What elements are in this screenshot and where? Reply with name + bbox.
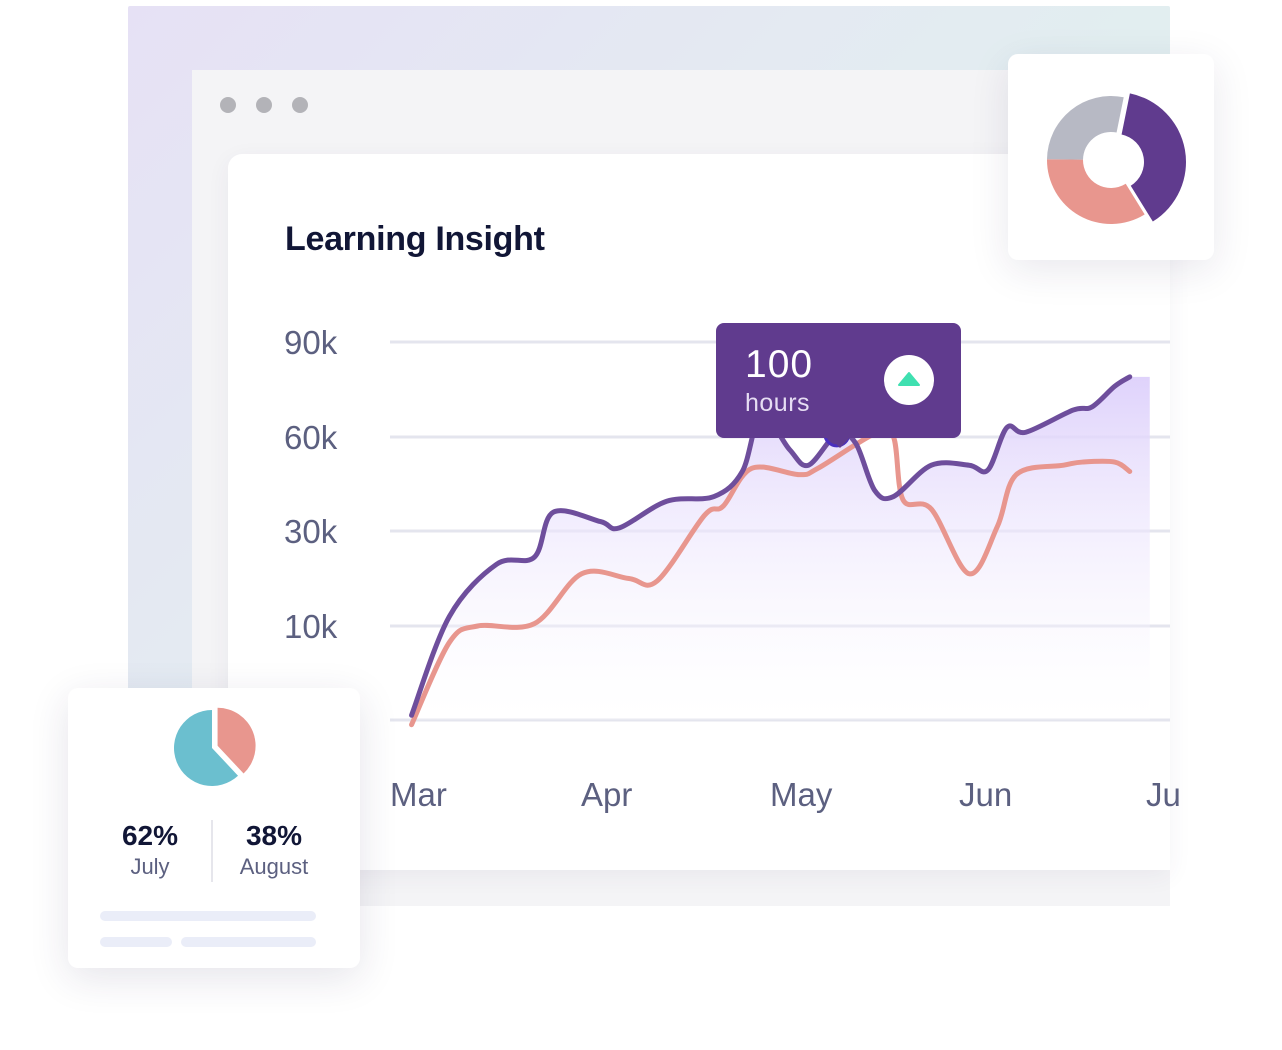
series-line-primary [409, 374, 1133, 718]
y-tick-label: 60k [284, 419, 338, 456]
window-controls [220, 97, 308, 113]
donut-segment [1047, 159, 1145, 224]
y-tick-label: 10k [284, 608, 338, 645]
tooltip-unit: hours [745, 389, 811, 417]
pie-chart [174, 707, 256, 786]
stat-july: 62% July [90, 820, 210, 880]
pie-slice-july [174, 710, 239, 786]
trend-badge [884, 355, 934, 405]
series-area [411, 376, 1150, 720]
x-tick-label: Ju [1146, 776, 1181, 813]
chart-title: Learning Insight [285, 220, 545, 258]
tooltip-value: 100 [745, 343, 814, 386]
x-tick-label: Mar [390, 776, 447, 813]
series-line-secondary [409, 426, 1133, 728]
y-tick-label: 90k [284, 324, 338, 361]
stat-divider [211, 820, 213, 882]
pie-card: 62% July 38% August [68, 688, 360, 968]
pie-slice-august [217, 707, 256, 774]
window-dot[interactable] [256, 97, 272, 113]
placeholder-bar [100, 911, 316, 921]
x-tick-label: May [770, 776, 833, 813]
donut-segment [1047, 96, 1124, 160]
trend-up-icon [898, 372, 920, 386]
tooltip: 100 hours [716, 323, 961, 438]
stat-july-value: 62% [121, 820, 179, 851]
donut-segment [1121, 93, 1186, 222]
tooltip-pointer [823, 430, 857, 448]
stat-july-label: July [130, 854, 170, 879]
stat-august-value: 38% [245, 820, 303, 851]
donut-card [1008, 54, 1214, 260]
donut-chart [1047, 93, 1186, 224]
x-tick-label: Jun [959, 776, 1012, 813]
stat-august-label: August [239, 854, 309, 879]
placeholder-bar [100, 937, 172, 947]
stat-august: 38% August [214, 820, 334, 880]
placeholder-bar [181, 937, 316, 947]
y-tick-label: 30k [284, 513, 338, 550]
x-tick-label: Apr [581, 776, 632, 813]
window-dot[interactable] [292, 97, 308, 113]
window-dot[interactable] [220, 97, 236, 113]
